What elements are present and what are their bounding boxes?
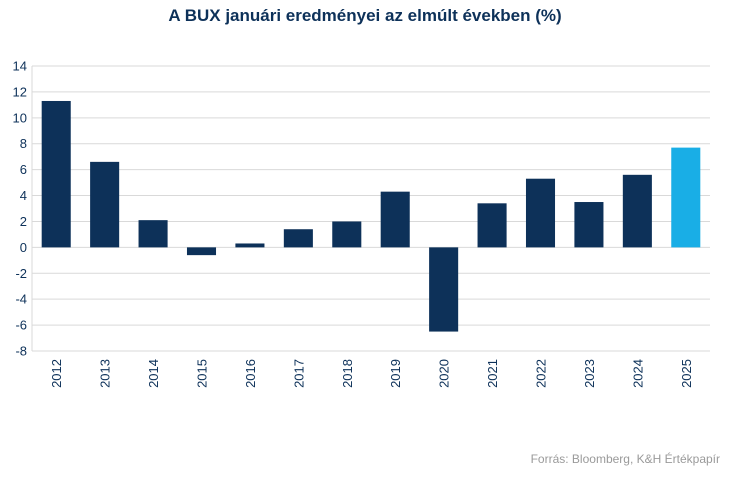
bar-2015 [186,247,217,256]
bar-2017 [283,229,313,248]
x-tick-label: 2022 [534,359,549,388]
y-tick-labels: 14 12 10 8 6 4 2 0 -2 -4 -6 -8 [13,59,27,359]
bar-2014 [138,220,168,248]
y-tick-label: 14 [13,59,27,74]
x-tick-label: 2023 [582,359,597,388]
x-tick-label: 2020 [437,359,452,388]
bar-2013 [90,161,120,248]
y-tick-label: 12 [13,84,27,99]
bar-2018 [332,221,362,248]
y-tick-label: 6 [20,162,27,177]
bar-2025 [671,147,701,248]
bar-2024 [622,174,652,248]
x-tick-label: 2012 [49,359,64,388]
bar-2022 [525,178,556,248]
y-tick-label: 4 [20,188,27,203]
y-tick-label: 8 [20,136,27,151]
x-tick-label: 2013 [98,359,113,388]
bars [41,100,701,332]
bar-2021 [477,203,507,248]
y-tick-label: -6 [15,318,27,333]
y-tick-label: 0 [20,240,27,255]
x-tick-label: 2014 [146,359,161,388]
x-tick-label: 2016 [243,359,258,388]
bar-2019 [380,191,410,248]
y-tick-label: -2 [15,266,27,281]
y-tick-label: -4 [15,292,27,307]
source-note: Forrás: Bloomberg, K&H Értékpapír [530,452,720,466]
x-tick-label: 2024 [630,359,645,388]
bar-2012 [41,100,71,248]
x-tick-label: 2017 [291,359,306,388]
x-tick-labels: 2012 2013 2014 2015 2016 2017 2018 2019 2020 2021… [49,359,694,388]
y-tick-label: -8 [15,344,27,359]
x-tick-label: 2018 [340,359,355,388]
gridlines [31,65,710,352]
x-tick-label: 2025 [679,359,694,388]
x-tick-label: 2021 [485,359,500,388]
chart-title: A BUX januári eredményei az elmúlt évekb… [168,6,562,25]
x-tick-label: 2015 [195,359,210,388]
bar-2020 [429,247,459,332]
y-tick-label: 10 [13,110,27,125]
bar-2023 [574,202,604,248]
y-tick-label: 2 [20,214,27,229]
x-tick-label: 2019 [388,359,403,388]
bar-2016 [235,243,265,248]
